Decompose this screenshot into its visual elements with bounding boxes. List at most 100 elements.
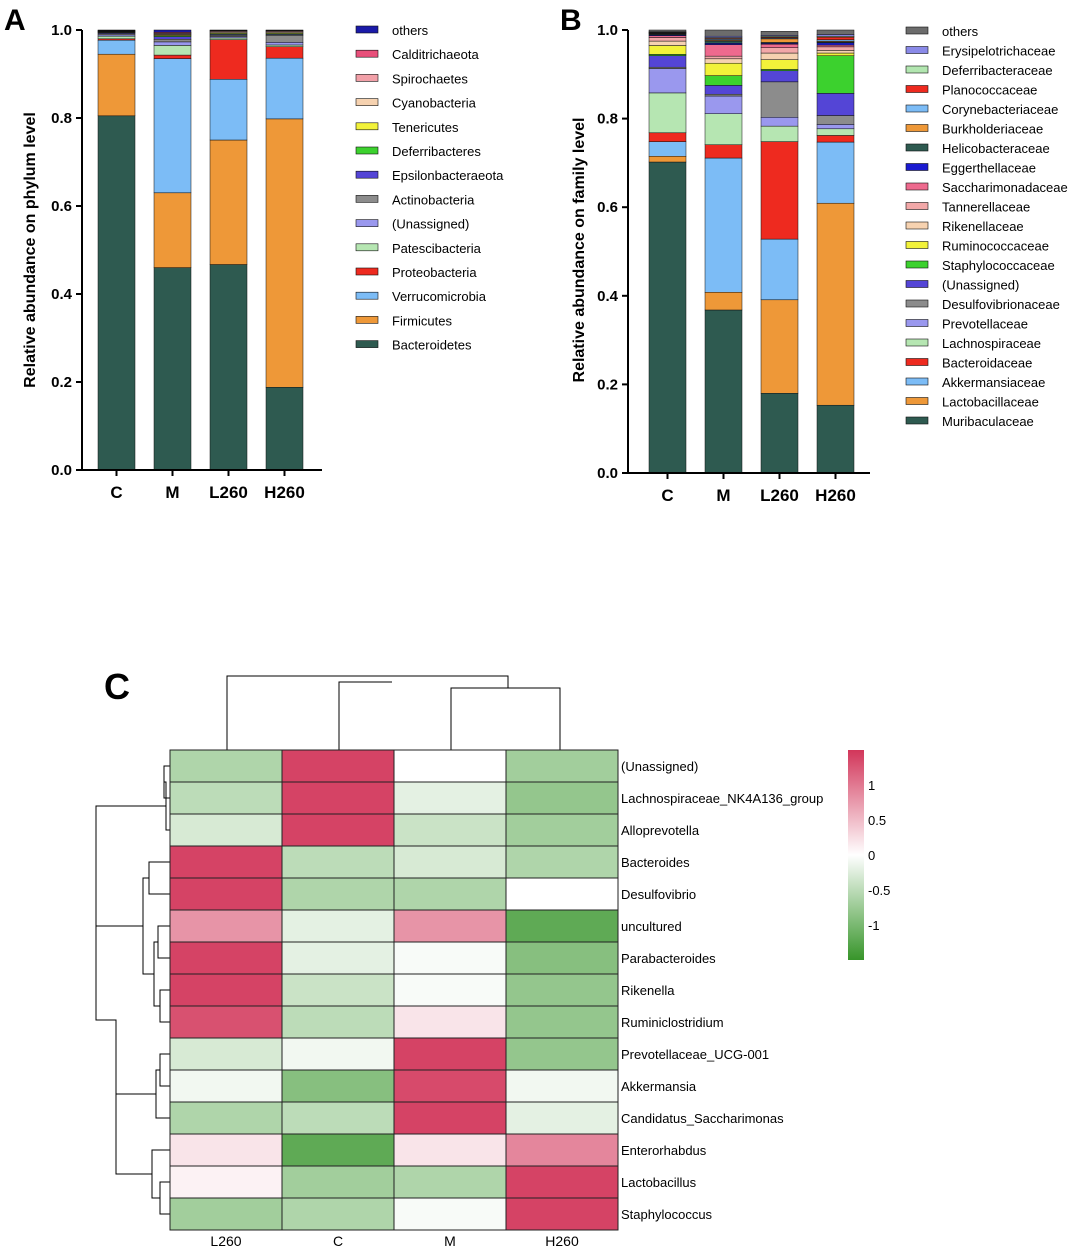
legend-swatch-epsilonbacteraeota — [355, 170, 379, 179]
colorbar-tick-label: -1 — [868, 918, 880, 933]
heatmap-cell-rikenella-c — [281, 973, 395, 1007]
legend-swatch-calditrichaeota — [355, 49, 379, 58]
legend-swatch-prevotellaceae — [905, 319, 929, 327]
heatmap-cell-ruminiclostridium-h260 — [505, 1005, 619, 1039]
legend-label-unassigned: (Unassigned) — [942, 278, 1019, 293]
bar-segment-c-bacteroidetes — [97, 115, 136, 471]
bar-segment-m-proteobacteria — [153, 54, 192, 59]
legend-label-erysipelotrichaceae: Erysipelotrichaceae — [942, 44, 1055, 59]
heatmap-cell-enterorhabdus-h260 — [505, 1133, 619, 1167]
legend-swatch-eggerthellaceae — [905, 163, 929, 171]
legend-label-tannerellaceae: Tannerellaceae — [942, 200, 1030, 215]
legend-label-bacteroidetes: Bacteroidetes — [392, 338, 472, 353]
bar-segment-h260-prevotellaceae — [816, 124, 855, 130]
bar-segment-h260-akkermansiaceae — [816, 141, 855, 204]
legend-label-patescibacteria: Patescibacteria — [392, 241, 482, 256]
heatmap-cell-unassigned-m — [393, 749, 507, 783]
heatmap-cell-prevotellaceae-ucg-001-c — [281, 1037, 395, 1071]
bar-segment-h260-staphylococcaceae — [816, 55, 855, 94]
heatmap-cell-uncultured-c — [281, 909, 395, 943]
bar-segment-m-verrucomicrobia — [153, 58, 192, 194]
bar-segment-l260-prevotellaceae — [760, 117, 799, 127]
row-label-lactobacillus: Lactobacillus — [621, 1175, 697, 1190]
heatmap-cell-staphylococcus-c — [281, 1197, 395, 1231]
bar-segment-m-bacteroidaceae — [704, 144, 743, 159]
legend-label-cyanobacteria: Cyanobacteria — [392, 96, 477, 111]
bar-segment-l260-patescibacteria — [209, 37, 248, 40]
legend-swatch-verrucomicrobia — [355, 291, 379, 300]
legend-label-muribaculaceae: Muribaculaceae — [942, 414, 1034, 429]
heatmap-cell-parabacteroides-m — [393, 941, 507, 975]
bar-segment-c-akkermansiaceae — [648, 141, 687, 157]
bar-segment-l260-rikenellaceae — [760, 52, 799, 60]
heatmap-cell-akkermansia-h260 — [505, 1069, 619, 1103]
heatmap-cell-prevotellaceae-ucg-001-m — [393, 1037, 507, 1071]
row-label-unassigned: (Unassigned) — [621, 759, 698, 774]
bar-segment-m-saccharimonadaceae — [704, 44, 743, 57]
legend-swatch-staphylococcaceae — [905, 260, 929, 269]
panel-label-a: A — [4, 4, 26, 37]
y-tick-label: 0.2 — [51, 374, 72, 391]
bar-segment-m-lachnospiraceae — [704, 113, 743, 145]
colorbar-gradient — [848, 750, 864, 960]
bar-segment-m-unassigned — [153, 41, 192, 46]
bar-segment-l260-saccharimonadaceae — [760, 43, 799, 48]
heatmap-cell-lachnospiraceae-nk4a136-group-m — [393, 781, 507, 815]
bar-segment-h260-unassigned — [816, 93, 855, 116]
heatmap-cell-staphylococcus-h260 — [505, 1197, 619, 1231]
bar-segment-l260-bacteroidaceae — [760, 141, 799, 240]
legend-swatch-muribaculaceae — [905, 416, 929, 425]
heatmap: (Unassigned) Lachnospiraceae_NK4A136_grou… — [95, 675, 890, 1249]
bar-segment-l260-tannerellaceae — [760, 47, 799, 54]
legend-swatch-spirochaetes — [355, 74, 379, 82]
heatmap-cell-bacteroides-c — [281, 845, 395, 879]
bar-segment-l260-others — [760, 31, 799, 36]
heatmap-cell-candidatus-saccharimonas-m — [393, 1101, 507, 1135]
colorbar-tick-label: -0.5 — [868, 883, 890, 898]
bar-segment-m-actinobacteria — [153, 38, 192, 43]
bar-segment-m-others — [704, 29, 743, 37]
bar-segment-h260-proteobacteria — [265, 46, 304, 59]
bar-segment-c-lachnospiraceae — [648, 92, 687, 134]
legend-label-calditrichaeota: Calditrichaeota — [392, 47, 479, 62]
legend-label-others: others — [392, 23, 429, 38]
bar-segment-h260-planococcaceae — [816, 36, 855, 40]
legend-label-tenericutes: Tenericutes — [392, 120, 459, 135]
bar-segment-h260-lachnospiraceae — [816, 128, 855, 136]
bar-segment-h260-desulfovibrionaceae — [816, 115, 855, 125]
colorbar: 1 0.5 0 -0.5 -1 — [848, 750, 890, 960]
legend-swatch-cyanobacteria — [355, 98, 379, 106]
bar-segment-h260-others — [816, 29, 855, 35]
heatmap-cell-parabacteroides-h260 — [505, 941, 619, 975]
bar-segment-m-others — [153, 29, 192, 33]
legend-label-prevotellaceae: Prevotellaceae — [942, 317, 1028, 332]
heatmap-cell-ruminiclostridium-m — [393, 1005, 507, 1039]
bar-segment-c-verrucomicrobia — [97, 39, 136, 55]
row-label-akkermansia: Akkermansia — [621, 1079, 697, 1094]
heatmap-cell-parabacteroides-l260 — [169, 941, 283, 975]
bar-segment-c-tannerellaceae — [648, 37, 687, 42]
heatmap-cell-enterorhabdus-c — [281, 1133, 395, 1167]
bar-segment-m-epsilonbacteraeota — [153, 36, 192, 40]
heatmap-cell-prevotellaceae-ucg-001-h260 — [505, 1037, 619, 1071]
legend-swatch-akkermansiaceae — [905, 377, 929, 386]
legend-label-saccharimonadaceae: Saccharimonadaceae — [942, 180, 1068, 195]
heatmap-cell-staphylococcus-l260 — [169, 1197, 283, 1231]
legend-label-spirochaetes: Spirochaetes — [392, 71, 468, 86]
heatmap-cell-lactobacillus-m — [393, 1165, 507, 1199]
legend-swatch-unassigned — [905, 280, 929, 288]
heatmap-cell-alloprevotella-c — [281, 813, 395, 847]
legend-label-lactobacillaceae: Lactobacillaceae — [942, 395, 1039, 410]
x-tick-label: M — [716, 486, 730, 505]
heatmap-cell-alloprevotella-m — [393, 813, 507, 847]
colorbar-tick-label: 1 — [868, 778, 875, 793]
legend-swatch-desulfovibrionaceae — [905, 299, 929, 308]
heatmap-cell-rikenella-l260 — [169, 973, 283, 1007]
legend-label-deferribacteres: Deferribacteres — [392, 144, 481, 159]
bar-segment-m-akkermansiaceae — [704, 157, 743, 293]
heatmap-cell-bacteroides-h260 — [505, 845, 619, 879]
y-tick-label: 0.2 — [597, 376, 618, 393]
chart-family: Relative abundance on family level C M L26… — [571, 22, 1068, 505]
x-tick-label: M — [165, 483, 179, 502]
legend-label-staphylococcaceae: Staphylococcaceae — [942, 258, 1055, 273]
